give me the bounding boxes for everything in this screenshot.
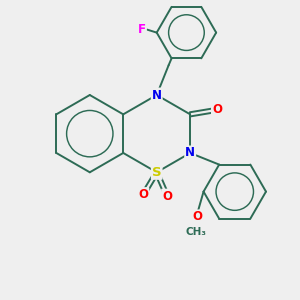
- Text: CH₃: CH₃: [186, 227, 207, 237]
- Text: S: S: [152, 166, 161, 179]
- Text: N: N: [185, 146, 195, 160]
- Text: O: O: [193, 210, 202, 224]
- Text: N: N: [152, 88, 162, 101]
- Text: O: O: [138, 188, 148, 201]
- Text: O: O: [212, 103, 222, 116]
- Text: O: O: [162, 190, 172, 202]
- Text: F: F: [138, 23, 146, 36]
